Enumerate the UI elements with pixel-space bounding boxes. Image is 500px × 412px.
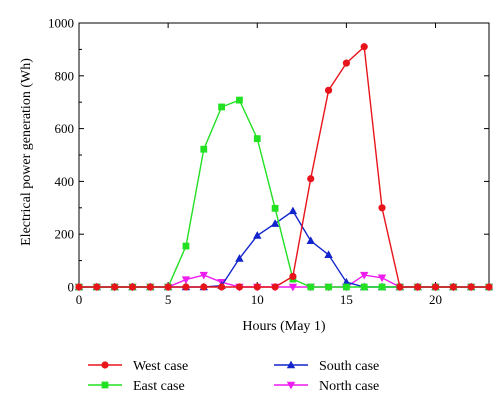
data-point <box>396 283 404 291</box>
data-point <box>182 242 190 250</box>
legend-item: South case <box>274 359 379 374</box>
data-point <box>324 86 333 94</box>
series-west-case <box>75 43 493 291</box>
data-point <box>235 283 244 291</box>
data-point <box>288 283 298 292</box>
series-line <box>79 45 489 288</box>
legend-item: West case <box>88 359 188 374</box>
x-tick-label: 20 <box>429 292 442 307</box>
x-axis-label: Hours (May 1) <box>242 319 326 334</box>
data-point <box>200 145 208 153</box>
data-point <box>128 283 137 291</box>
data-point <box>449 283 457 291</box>
data-point <box>253 231 262 239</box>
legend-marker <box>101 361 109 369</box>
data-point <box>218 103 226 111</box>
data-point <box>236 96 243 104</box>
data-point <box>199 271 208 280</box>
data-point <box>307 283 315 291</box>
data-point <box>93 283 101 291</box>
data-point <box>75 283 83 291</box>
legend-label: North case <box>319 379 379 394</box>
y-tick-label: 600 <box>55 121 75 136</box>
data-point <box>325 283 332 291</box>
series-east-case <box>75 96 493 291</box>
y-tick-label: 0 <box>68 280 75 295</box>
data-point <box>200 283 208 291</box>
legend-item: East case <box>88 379 185 394</box>
series-south-case <box>74 206 494 291</box>
data-point <box>377 274 387 283</box>
data-point <box>235 254 244 262</box>
y-tick-label: 1000 <box>48 16 74 31</box>
series-line <box>79 99 489 288</box>
data-point <box>306 236 315 244</box>
y-axis-label: Electrical power generation (Wh) <box>19 58 34 246</box>
data-point <box>181 276 191 285</box>
legend-item: North case <box>274 379 379 394</box>
data-point <box>467 283 475 291</box>
x-tick-label: 0 <box>76 292 83 307</box>
data-point <box>146 283 154 291</box>
data-point <box>360 43 368 51</box>
data-point <box>270 219 280 227</box>
data-point <box>271 204 279 212</box>
data-point <box>271 283 279 291</box>
data-point <box>342 59 350 67</box>
data-point <box>324 250 333 258</box>
y-tick-label: 400 <box>55 174 75 189</box>
data-point <box>431 283 440 291</box>
legend-label: West case <box>133 359 188 374</box>
data-point <box>414 283 422 291</box>
plot-frame <box>78 22 490 288</box>
x-tick-label: 10 <box>251 292 264 307</box>
data-point <box>253 283 261 291</box>
data-point <box>360 283 368 291</box>
data-point <box>342 277 351 286</box>
series-line <box>79 209 489 288</box>
data-point <box>378 283 386 291</box>
legend-label: South case <box>319 359 379 374</box>
data-point <box>218 283 226 291</box>
data-point <box>307 175 315 183</box>
x-tick-label: 5 <box>165 292 172 307</box>
data-point <box>288 206 298 215</box>
legend-marker <box>101 381 109 389</box>
legend: West case East case South case North case <box>88 359 379 394</box>
data-point <box>360 271 369 280</box>
data-point <box>485 283 493 291</box>
y-tick-label: 800 <box>55 68 75 83</box>
data-point <box>378 204 386 212</box>
data-point <box>342 283 350 291</box>
legend-marker <box>286 381 296 390</box>
legend-marker <box>286 360 296 369</box>
legend-label: East case <box>133 379 185 394</box>
data-point <box>164 283 172 291</box>
data-point <box>289 272 297 281</box>
data-point <box>111 283 119 291</box>
y-tick-label: 200 <box>55 227 75 242</box>
data-point <box>253 135 261 143</box>
x-tick-label: 15 <box>340 292 353 307</box>
data-point <box>182 283 190 291</box>
